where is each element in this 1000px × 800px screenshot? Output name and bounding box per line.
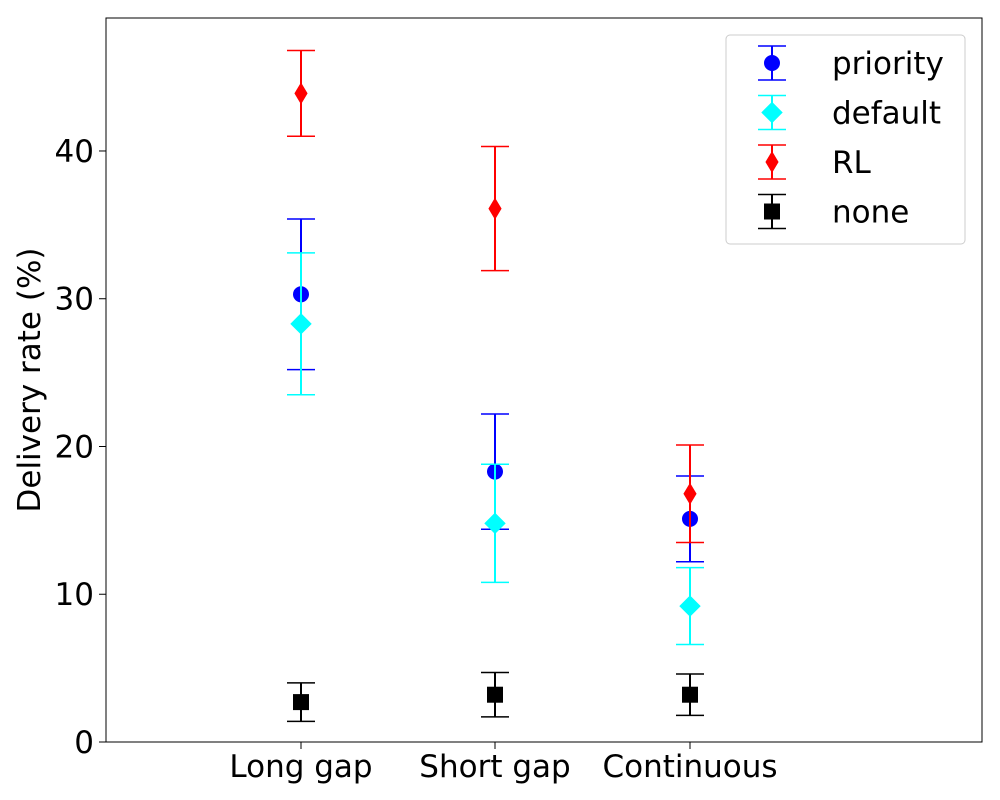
- legend-label: RL: [832, 145, 872, 181]
- y-tick-label: 20: [55, 429, 94, 465]
- y-tick-label: 0: [74, 725, 94, 761]
- y-axis: 0 10 20 30 40: [55, 134, 106, 761]
- data-point: [683, 482, 697, 505]
- legend-item-priority: priority: [758, 45, 944, 82]
- data-point: [679, 595, 701, 617]
- series-none: [287, 671, 704, 723]
- data-point: [290, 313, 312, 335]
- data-point: [484, 512, 506, 535]
- legend-frame: [725, 34, 966, 245]
- legend-item-default: default: [758, 94, 941, 132]
- data-point: [294, 82, 308, 105]
- legend-label: priority: [832, 46, 944, 82]
- data-point: [488, 197, 502, 220]
- y-tick-label: 30: [55, 282, 94, 318]
- legend-marker: [764, 203, 780, 220]
- data-point: [682, 686, 698, 703]
- y-tick-label: 10: [55, 577, 94, 613]
- y-tick-label: 40: [55, 134, 94, 170]
- x-tick-label: Short gap: [419, 749, 570, 785]
- data-series: [287, 49, 704, 723]
- series-RL: [287, 49, 704, 544]
- legend-marker: [761, 101, 783, 124]
- legend-marker: [765, 151, 779, 173]
- data-point: [487, 686, 503, 703]
- legend-label: none: [832, 195, 909, 231]
- legend: priority default RL none: [725, 34, 966, 245]
- legend-item-none: none: [758, 193, 909, 231]
- series-default: [287, 252, 704, 646]
- legend-label: default: [832, 96, 941, 132]
- x-tick-label: Continuous: [602, 749, 777, 785]
- x-axis: Long gap Short gap Continuous: [229, 742, 778, 785]
- x-tick-label: Long gap: [229, 749, 372, 785]
- data-point: [293, 694, 309, 711]
- legend-item-RL: RL: [758, 144, 872, 181]
- y-axis-label: Delivery rate (%): [12, 248, 48, 513]
- legend-marker: [764, 55, 780, 71]
